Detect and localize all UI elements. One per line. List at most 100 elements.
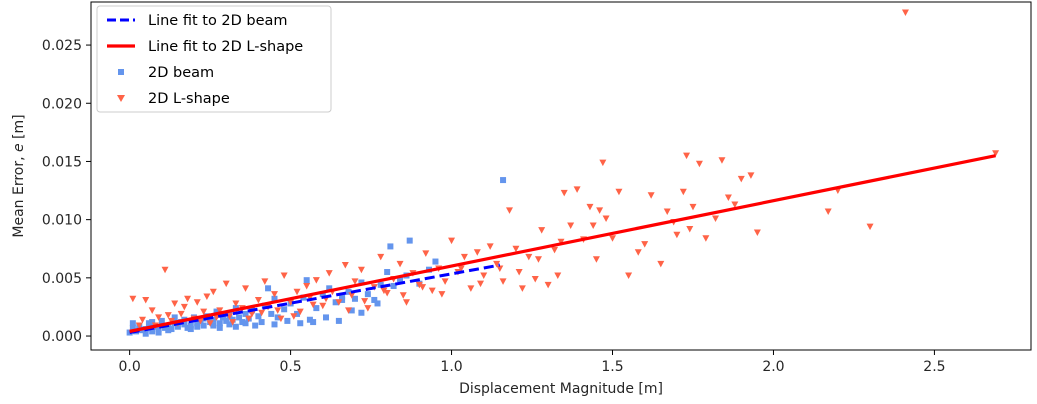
lshape-point [274,307,282,314]
beam-point [339,293,346,300]
lshape-point [438,291,446,298]
lshape-point [248,310,256,318]
lshape-point [499,278,507,285]
lshape-point [229,319,237,326]
beam-point [284,317,291,324]
beam-point [236,314,243,321]
y-axis-label-text: Mean Error, [11,152,27,238]
lshape-point [261,278,269,285]
beam-point [348,307,355,314]
beam-point [165,327,172,334]
legend: Line fit to 2D beam Line fit to 2D L-sha… [96,5,332,113]
beam-point [252,322,259,329]
lshape-point [518,285,526,292]
beam-point [326,285,333,292]
beam-point [149,319,156,326]
lshape-point [161,266,169,274]
lshape-point [551,246,559,254]
lshape-point [270,291,278,298]
lshape-point [567,222,575,229]
lshape-point [277,315,285,323]
beam-point [168,326,175,333]
legend-marker-beam [118,69,124,75]
beam-point [239,319,246,326]
beam-point [281,306,288,313]
beam-point [194,320,201,327]
lshape-point [396,260,404,268]
lshape-point [695,160,703,168]
lshape-point [341,262,349,269]
lshape-point [496,265,504,273]
beam-point [274,314,281,321]
beam-point [187,322,194,329]
lshape-point [203,293,211,300]
beam-point [129,320,136,327]
lshape-point [296,308,304,316]
lshape-point [747,172,755,179]
lshape-point [441,278,449,285]
beam-point [387,243,394,250]
beam-point [371,296,378,303]
x-tick-label: 1.0 [440,359,462,375]
lshape-point [657,260,665,268]
beam-point [319,291,326,298]
beam-point [242,320,249,327]
lshape-point [180,303,188,311]
beam-point [323,314,329,321]
beam-point [345,288,352,295]
lshape-point [634,249,642,256]
lshape-point [615,188,623,196]
plot-frame [90,1,1032,351]
lshape-point [586,203,594,211]
beam-point [351,295,358,302]
lshape-point [824,208,832,215]
lshape-point [135,322,143,330]
data-points [126,9,1000,337]
lshape-point [460,253,468,261]
x-axis-label: Displacement Magnitude [m] [459,381,663,397]
lshape-point [560,189,568,197]
lshape-point [177,310,185,318]
lshape-point [167,317,175,325]
lshape-point [525,253,533,261]
lshape-point [293,288,301,296]
lshape-point [493,260,501,268]
lshape-point [647,192,655,199]
beam-point [500,177,507,184]
lshape-point [712,215,720,222]
beam-point [374,300,381,307]
beam-point [358,279,365,286]
y-tick-label: 0.010 [42,213,82,229]
lshape-point [512,245,520,253]
beam-point [265,285,272,292]
beam-point [339,296,346,303]
lshape-point [625,272,633,280]
beam-point [232,305,239,312]
y-axis-label-unit: [m] [11,114,27,143]
lshape-point [254,296,262,304]
lshape-point [737,175,745,183]
beam-point [149,328,156,335]
lshape-point [592,256,600,263]
legend-box [96,5,332,113]
lshape-point [702,235,710,242]
lshape-point [222,280,230,288]
beam-point [255,313,262,320]
beam-point [216,324,223,331]
beam-point [181,321,188,328]
x-tick-label: 0.0 [118,359,140,375]
lshape-point [663,208,671,215]
beam-point [303,277,310,284]
beam-point [432,258,439,265]
lshape-point [242,285,250,292]
lshape-point [335,299,343,306]
lshape-point [364,305,372,312]
lshape-point [753,229,761,236]
beam-point [258,319,265,326]
x-tick-label: 0.5 [279,359,301,375]
beam-point [364,291,371,298]
lshape-point [467,285,475,292]
lshape-point [402,299,410,306]
lshape-point [348,292,356,299]
lshape-point [477,280,485,288]
